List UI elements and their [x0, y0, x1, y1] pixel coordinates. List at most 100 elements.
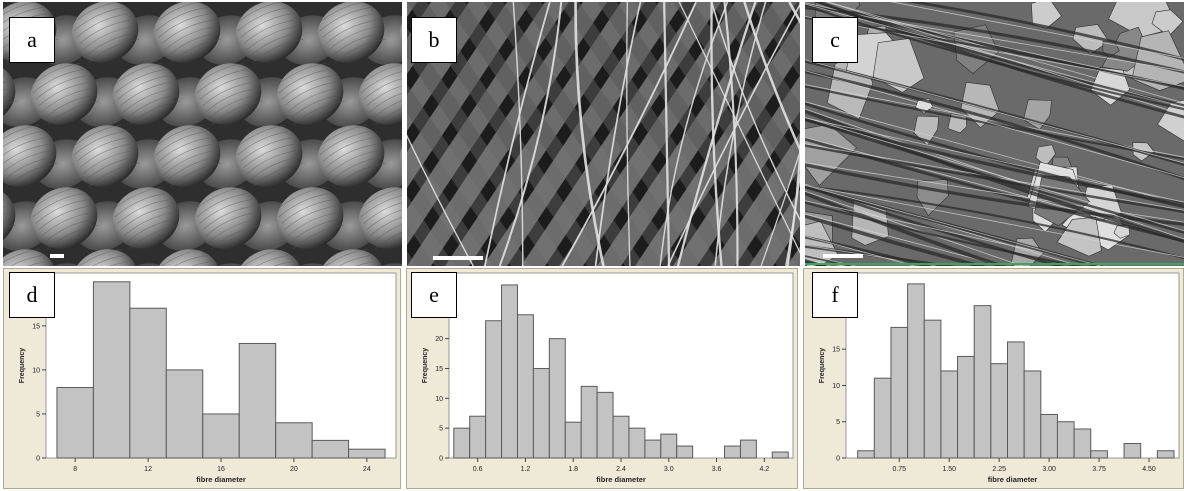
yarn-fibre [3, 7, 43, 32]
yarn-fibre [120, 81, 172, 107]
yarn-fibre [243, 19, 295, 45]
yarn-fibre [85, 32, 137, 57]
yarn-fibre [82, 150, 134, 175]
yarn-fibre [70, 248, 122, 266]
y-tick-label: 0 [36, 456, 40, 463]
yarn-fibre [76, 261, 128, 266]
yarn-fibre [126, 218, 178, 243]
x-tick-label: 1.2 [521, 466, 531, 473]
yarn-fibre [196, 69, 248, 94]
yarn-fibre [319, 255, 371, 266]
histogram-bar [1040, 413, 1058, 459]
debris-particle [1157, 99, 1184, 142]
yarn-bundle [71, 249, 139, 266]
yarn-fibre [3, 248, 40, 266]
woven-strip [521, 2, 721, 266]
histogram-bar [92, 281, 131, 459]
yarn-fibre [322, 137, 374, 162]
yarn-fibre [249, 32, 301, 57]
woven-strip [445, 2, 645, 266]
yarn-fibre [79, 19, 131, 45]
histogram-bar [580, 385, 598, 459]
histogram-bar [501, 284, 518, 459]
yarn-fibre [111, 186, 163, 212]
yarn-fibre [278, 69, 330, 94]
yarn-fibre [3, 143, 49, 169]
histogram-f: 0.751.502.253.003.754.500510152025fibre … [803, 268, 1184, 489]
y-axis-label: Frequency [819, 348, 826, 384]
histogram-bar [957, 355, 975, 459]
yarn-fibre [114, 69, 166, 94]
yarn-fibre [3, 218, 14, 243]
yarn-fibre [35, 75, 87, 100]
yarn-fibre [328, 150, 380, 175]
sem-image-fibres [407, 2, 800, 266]
histogram-bar [990, 363, 1009, 459]
yarn-fibre [29, 62, 81, 88]
woven-strip [597, 2, 797, 266]
fibre-strand-dark [805, 144, 1184, 214]
yarn-fibre [161, 143, 213, 169]
histogram-bar [548, 338, 566, 459]
debris-particle [1151, 9, 1184, 37]
histogram-bar [771, 451, 789, 459]
x-axis-label: fibre diameter [596, 475, 646, 484]
yarn-fibre [73, 7, 125, 32]
yarn-fibre [117, 199, 169, 224]
histogram-bar [202, 413, 240, 459]
yarn-bundle [153, 125, 221, 187]
yarn-fibre [70, 2, 122, 26]
histogram-bar [238, 342, 277, 459]
yarn-fibre [316, 2, 368, 26]
yarn-fibre [3, 156, 55, 181]
fibre-strand [484, 2, 551, 266]
yarn-bundle [153, 249, 221, 266]
x-tick-label: 2.25 [992, 466, 1006, 473]
panel-label-f: f [812, 272, 858, 318]
histogram-e: 0.61.21.82.43.03.64.2051015202530fibre d… [406, 268, 798, 489]
yarn-fibre [3, 255, 43, 266]
yarn-fibre [284, 81, 336, 107]
yarn-fibre [155, 7, 207, 32]
fibre-strand-light [805, 162, 1184, 223]
yarn-fibre [290, 218, 342, 243]
panel-label-b: b [411, 17, 457, 63]
histogram-bar [644, 439, 662, 459]
yarn-bundle [317, 125, 385, 187]
sem-image-woven [3, 2, 402, 266]
sem-image-composite [805, 2, 1184, 266]
yarn-fibre [167, 32, 219, 57]
yarn-bundle [358, 63, 402, 125]
y-tick-label: 0 [439, 456, 443, 463]
yarn-fibre [44, 94, 96, 119]
yarn-bundle [112, 63, 180, 125]
yarn-bundle [276, 187, 344, 249]
yarn-bundle [71, 2, 139, 63]
histogram-e-plot: 0.61.21.82.43.03.64.2051015202530fibre d… [407, 269, 797, 488]
y-tick-label: 5 [439, 426, 443, 433]
yarn-bundle [317, 249, 385, 266]
fibre-strand-light [890, 2, 1184, 59]
yarn-fibre [240, 261, 292, 266]
x-tick-label: 3.6 [712, 466, 722, 473]
yarn-fibre [287, 212, 339, 237]
fibre-strand-dark [805, 214, 987, 266]
yarn-fibre [3, 131, 43, 156]
fibre-strand-dark [805, 201, 1083, 266]
histogram-bar [532, 367, 550, 459]
yarn-bundle [235, 2, 303, 63]
yarn-fibre [375, 100, 402, 126]
yarn-fibre [152, 248, 204, 266]
panel-label-e: e [411, 272, 457, 318]
yarn-fibre [158, 261, 210, 266]
fibre-strand-dark [805, 254, 858, 266]
yarn-fibre [237, 131, 289, 156]
yarn-bundle [194, 187, 262, 249]
yarn-fibre [319, 131, 371, 156]
yarn-bundle [276, 63, 344, 125]
yarn-fibre [123, 212, 175, 237]
histogram-bar [469, 415, 487, 459]
yarn-fibre [360, 69, 402, 94]
yarn-fibre [211, 100, 263, 126]
